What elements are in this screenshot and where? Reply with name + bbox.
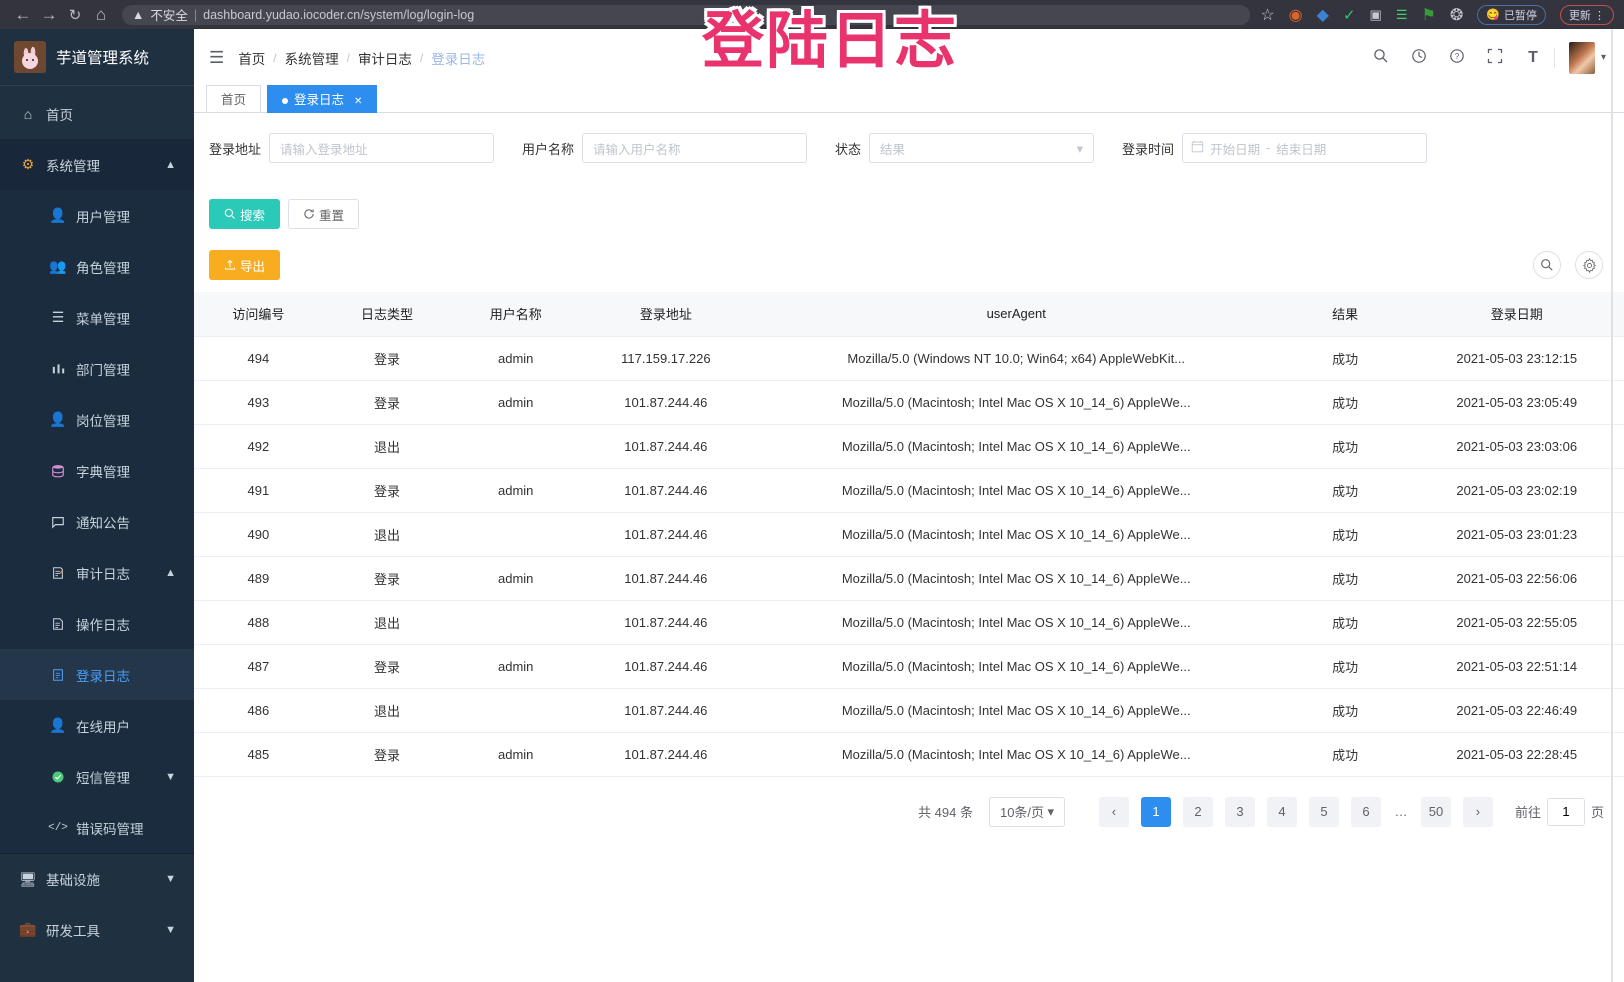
svg-text:?: ? xyxy=(1455,52,1460,61)
